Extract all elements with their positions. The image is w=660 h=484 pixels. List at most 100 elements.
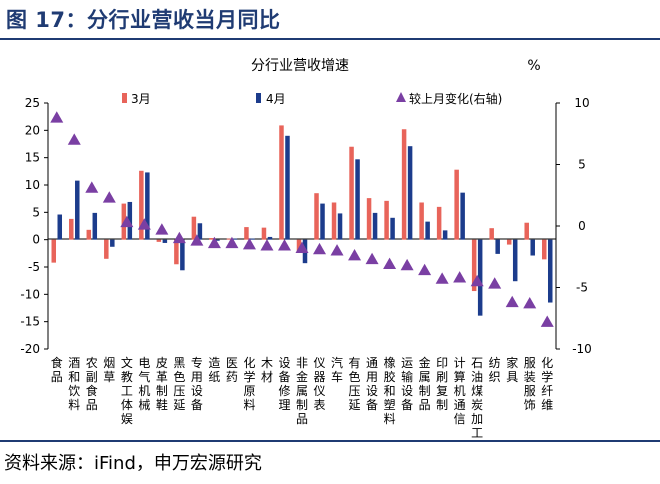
category-label-24: 石油煤炭加工 bbox=[471, 356, 483, 440]
bar-march-5 bbox=[139, 170, 144, 240]
change-marker-6 bbox=[155, 223, 169, 235]
bar-april-11 bbox=[250, 238, 255, 240]
bar-march-1 bbox=[69, 218, 74, 240]
bar-march-26 bbox=[506, 239, 512, 245]
footer-divider bbox=[0, 440, 660, 442]
category-label-5: 电气机械 bbox=[138, 356, 150, 412]
change-marker-9 bbox=[207, 236, 221, 249]
legend-swatch-change bbox=[396, 92, 406, 102]
category-label-13: 设备修理 bbox=[278, 356, 290, 412]
change-marker-19 bbox=[383, 257, 397, 270]
category-label-22: 印刷复制 bbox=[436, 356, 448, 412]
bar-march-6 bbox=[156, 239, 162, 242]
bar-april-9 bbox=[215, 239, 220, 241]
bar-march-8 bbox=[191, 216, 197, 240]
right-tick-label: 0 bbox=[578, 219, 586, 233]
bar-march-22 bbox=[436, 206, 442, 240]
bar-series bbox=[51, 125, 553, 316]
change-marker-8 bbox=[190, 234, 204, 246]
bar-april-0 bbox=[57, 214, 63, 240]
bar-march-7 bbox=[174, 239, 179, 265]
right-tick-label: 5 bbox=[578, 158, 586, 172]
bar-april-17 bbox=[355, 159, 360, 240]
left-tick-label: 10 bbox=[25, 178, 40, 192]
change-marker-23 bbox=[453, 271, 467, 283]
bar-april-25 bbox=[495, 239, 500, 254]
left-tick-label: 5 bbox=[32, 205, 40, 219]
change-marker-21 bbox=[418, 263, 432, 276]
change-marker-1 bbox=[67, 133, 81, 145]
right-tick-label: -5 bbox=[576, 281, 588, 295]
category-label-21: 金属制品 bbox=[419, 355, 431, 412]
right-axis-ticks: 10 5 0 -5 -10 bbox=[556, 96, 592, 356]
bar-march-18 bbox=[366, 198, 372, 240]
change-marker-26 bbox=[505, 295, 519, 308]
category-label-25: 纺织 bbox=[489, 356, 501, 384]
legend-label-april: 4月 bbox=[266, 92, 286, 106]
bar-april-22 bbox=[442, 230, 448, 240]
change-marker-0 bbox=[50, 111, 64, 123]
left-tick-label: 25 bbox=[25, 96, 40, 110]
category-label-23: 计算机通信 bbox=[454, 356, 466, 426]
category-label-1: 酒和饮料 bbox=[68, 356, 80, 412]
bar-march-27 bbox=[524, 222, 529, 240]
category-labels: 食品酒和饮料农副食品烟草文教工体娱电气机械皮革制鞋黑色压延专用设备造纸医药化学原… bbox=[51, 355, 553, 440]
change-marker-24 bbox=[470, 274, 484, 287]
bar-april-13 bbox=[285, 135, 290, 240]
bar-april-16 bbox=[337, 213, 343, 240]
bar-march-25 bbox=[489, 228, 494, 240]
bar-march-19 bbox=[384, 200, 389, 240]
category-label-27: 服装服饰 bbox=[524, 356, 536, 412]
category-label-28: 化学纤维 bbox=[541, 356, 553, 412]
bar-april-26 bbox=[512, 239, 518, 282]
category-label-8: 专用设备 bbox=[191, 355, 203, 412]
left-tick-label: 20 bbox=[25, 123, 40, 137]
change-marker-27 bbox=[523, 296, 537, 309]
bar-april-21 bbox=[425, 221, 430, 240]
left-tick-label: -20 bbox=[20, 342, 40, 356]
category-label-4: 文教工体娱 bbox=[121, 355, 133, 426]
right-tick-label: -10 bbox=[572, 342, 592, 356]
bar-march-20 bbox=[401, 129, 407, 240]
bar-april-8 bbox=[197, 223, 203, 240]
bar-april-7 bbox=[180, 239, 185, 271]
legend: 3月 4月 较上月变化(右轴) bbox=[122, 91, 502, 106]
category-label-19: 橡胶和塑料 bbox=[384, 356, 396, 426]
bar-april-20 bbox=[407, 146, 413, 240]
category-label-3: 烟草 bbox=[103, 356, 115, 384]
category-label-2: 农副食品 bbox=[86, 356, 98, 412]
bar-april-12 bbox=[267, 236, 273, 240]
category-label-16: 汽车 bbox=[331, 355, 343, 384]
category-label-0: 食品 bbox=[51, 355, 63, 384]
legend-swatch-march bbox=[122, 93, 127, 103]
change-marker-4 bbox=[120, 215, 134, 228]
left-tick-label: -5 bbox=[28, 260, 40, 274]
bar-april-10 bbox=[232, 238, 238, 240]
change-marker-25 bbox=[488, 277, 502, 289]
legend-label-change: 较上月变化(右轴) bbox=[409, 91, 502, 106]
chart: 分行业营收增速 % 3月 4月 较上月变化(右轴) 25 20 15 10 5 0 -5 -1… bbox=[20, 58, 592, 440]
bar-april-28 bbox=[547, 239, 553, 303]
bar-march-12 bbox=[261, 227, 267, 240]
right-axis-unit: % bbox=[527, 58, 540, 74]
bar-april-23 bbox=[460, 192, 465, 240]
bar-april-2 bbox=[92, 212, 98, 240]
left-tick-label: 15 bbox=[25, 151, 40, 165]
category-label-12: 木材 bbox=[261, 356, 273, 384]
chart-title: 分行业营收增速 bbox=[251, 58, 349, 74]
legend-label-march: 3月 bbox=[131, 92, 151, 106]
bar-march-0 bbox=[51, 239, 57, 263]
change-marker-16 bbox=[330, 244, 344, 256]
bar-march-2 bbox=[86, 229, 92, 240]
change-marker-14 bbox=[295, 241, 309, 254]
marker-series bbox=[50, 111, 554, 327]
category-label-11: 化学原料 bbox=[243, 356, 255, 412]
bar-april-15 bbox=[320, 203, 325, 240]
bar-march-14 bbox=[296, 239, 302, 252]
bar-april-5 bbox=[145, 172, 150, 240]
category-label-7: 黑色压延 bbox=[173, 356, 185, 412]
bar-april-19 bbox=[390, 217, 395, 240]
category-label-6: 皮革制鞋 bbox=[156, 356, 168, 412]
legend-swatch-april bbox=[256, 93, 261, 103]
category-label-26: 家具 bbox=[506, 355, 518, 384]
